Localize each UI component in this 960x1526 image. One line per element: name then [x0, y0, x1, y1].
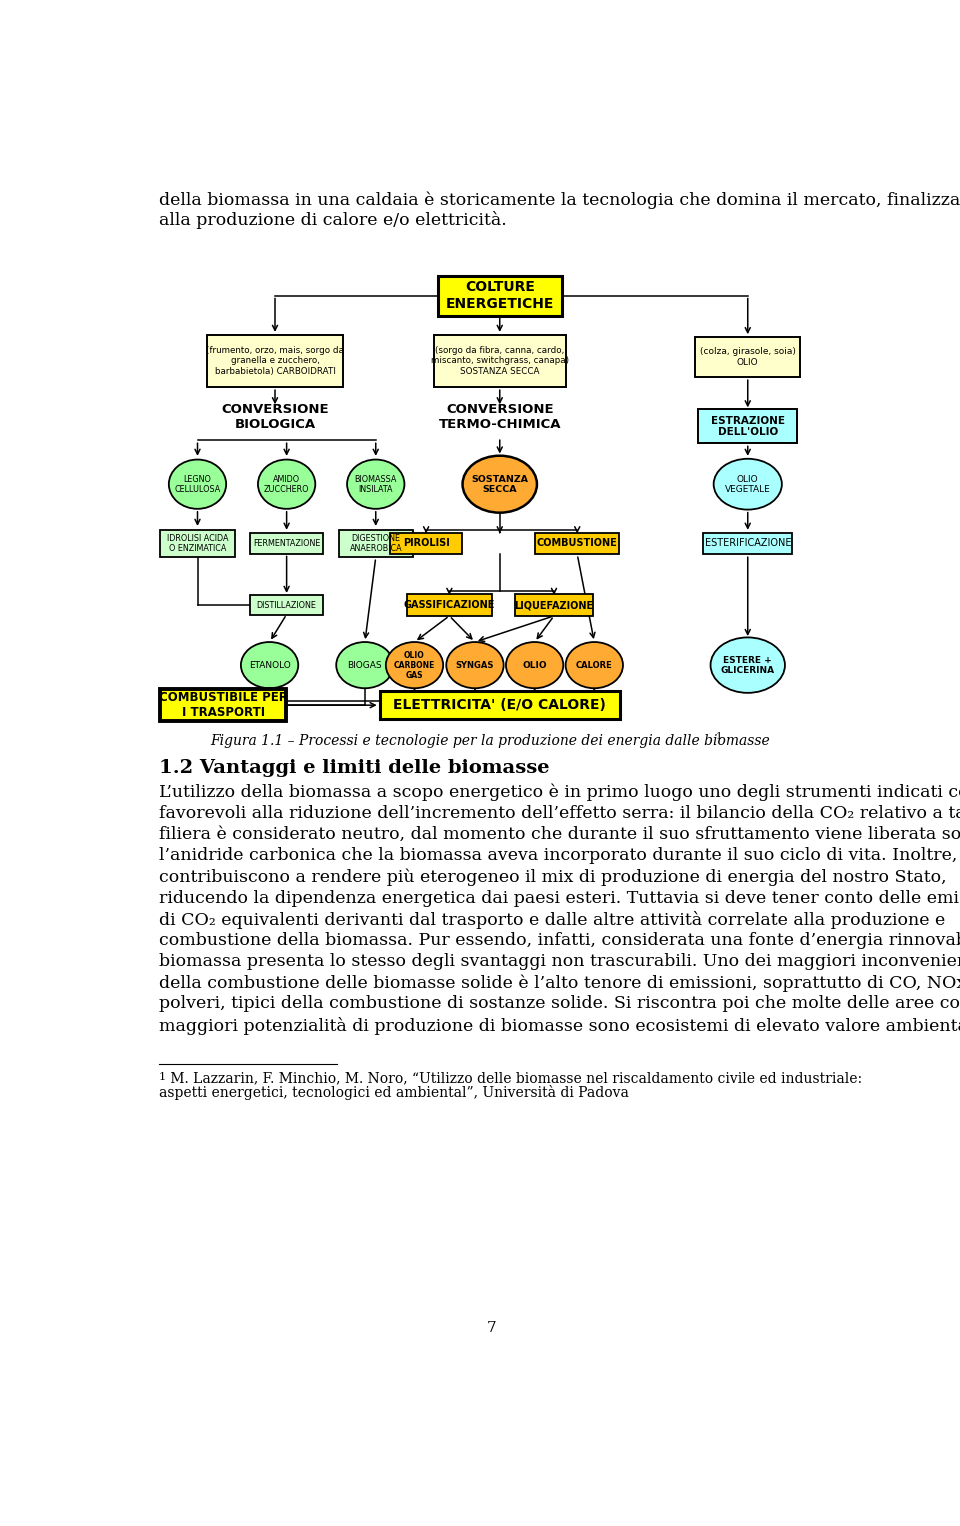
- Ellipse shape: [386, 642, 444, 688]
- Text: 7: 7: [487, 1322, 497, 1335]
- Text: ESTERIFICAZIONE: ESTERIFICAZIONE: [705, 539, 791, 548]
- Ellipse shape: [336, 642, 394, 688]
- Text: SOSTANZA
SECCA: SOSTANZA SECCA: [471, 475, 528, 494]
- FancyBboxPatch shape: [160, 690, 286, 722]
- Text: ELETTRICITA' (E/O CALORE): ELETTRICITA' (E/O CALORE): [394, 699, 606, 713]
- Text: contribuiscono a rendere più eterogeneo il mix di produzione di energia del nost: contribuiscono a rendere più eterogeneo …: [158, 868, 947, 887]
- Text: FERMENTAZIONE: FERMENTAZIONE: [252, 539, 321, 548]
- Text: 1: 1: [716, 732, 723, 742]
- Text: COLTURE
ENERGETICHE: COLTURE ENERGETICHE: [445, 281, 554, 311]
- Text: di CO₂ equivalenti derivanti dal trasporto e dalle altre attività correlate alla: di CO₂ equivalenti derivanti dal traspor…: [158, 911, 945, 929]
- Ellipse shape: [446, 642, 504, 688]
- Text: OLIO: OLIO: [522, 661, 547, 670]
- Text: OLIO
CARBONE
GAS: OLIO CARBONE GAS: [394, 650, 435, 679]
- Ellipse shape: [713, 459, 781, 510]
- Text: IDROLISI ACIDA
O ENZIMATICA: IDROLISI ACIDA O ENZIMATICA: [167, 534, 228, 554]
- FancyBboxPatch shape: [438, 276, 562, 316]
- Text: COMBUSTIBILE PER
I TRASPORTI: COMBUSTIBILE PER I TRASPORTI: [158, 691, 287, 719]
- Text: CONVERSIONE
BIOLOGICA: CONVERSIONE BIOLOGICA: [221, 403, 329, 432]
- Text: riducendo la dipendenza energetica dai paesi esteri. Tuttavia si deve tener cont: riducendo la dipendenza energetica dai p…: [158, 890, 960, 906]
- Text: Figura 1.1 – Processi e tecnologie per la produzione dei energia dalle biomasse: Figura 1.1 – Processi e tecnologie per l…: [210, 734, 774, 748]
- FancyBboxPatch shape: [698, 409, 798, 444]
- Ellipse shape: [506, 642, 564, 688]
- Ellipse shape: [258, 459, 315, 508]
- Text: DISTILLAZIONE: DISTILLAZIONE: [256, 601, 317, 609]
- Text: combustione della biomassa. Pur essendo, infatti, considerata una fonte d’energi: combustione della biomassa. Pur essendo,…: [158, 932, 960, 949]
- Text: ETANOLO: ETANOLO: [249, 661, 291, 670]
- FancyBboxPatch shape: [250, 595, 324, 615]
- Text: CONVERSIONE
TERMO-CHIMICA: CONVERSIONE TERMO-CHIMICA: [439, 403, 561, 432]
- Ellipse shape: [463, 456, 537, 513]
- Text: BIOGAS: BIOGAS: [348, 661, 382, 670]
- FancyBboxPatch shape: [339, 530, 413, 557]
- Text: filiera è considerato neutro, dal momento che durante il suo sfruttamento viene : filiera è considerato neutro, dal moment…: [158, 826, 960, 842]
- FancyBboxPatch shape: [434, 334, 565, 388]
- Text: favorevoli alla riduzione dell’incremento dell’effetto serra: il bilancio della : favorevoli alla riduzione dell’increment…: [158, 804, 960, 823]
- FancyBboxPatch shape: [536, 533, 619, 554]
- Ellipse shape: [710, 638, 785, 693]
- Text: OLIO
VEGETALE: OLIO VEGETALE: [725, 475, 771, 494]
- Ellipse shape: [565, 642, 623, 688]
- Text: l’anidride carbonica che la biomassa aveva incorporato durante il suo ciclo di v: l’anidride carbonica che la biomassa ave…: [158, 847, 960, 864]
- FancyBboxPatch shape: [695, 337, 800, 377]
- Text: della combustione delle biomasse solide è l’alto tenore di emissioni, soprattutt: della combustione delle biomasse solide …: [158, 974, 960, 992]
- FancyBboxPatch shape: [407, 594, 492, 617]
- Text: DIGESTIONE
ANAEROBICA: DIGESTIONE ANAEROBICA: [349, 534, 402, 554]
- Ellipse shape: [241, 642, 299, 688]
- Text: LIQUEFAZIONE: LIQUEFAZIONE: [515, 600, 593, 610]
- FancyBboxPatch shape: [516, 594, 592, 617]
- Text: aspetti energetici, tecnologici ed ambiental”, Università di Padova: aspetti energetici, tecnologici ed ambie…: [158, 1085, 629, 1100]
- FancyBboxPatch shape: [391, 533, 462, 554]
- Text: M. Lazzarin, F. Minchio, M. Noro, “Utilizzo delle biomasse nel riscaldamento civ: M. Lazzarin, F. Minchio, M. Noro, “Utili…: [166, 1071, 862, 1085]
- Text: LEGNO
CELLULOSA: LEGNO CELLULOSA: [175, 475, 221, 494]
- Text: GASSIFICAZIONE: GASSIFICAZIONE: [404, 600, 495, 610]
- Text: polveri, tipici della combustione di sostanze solide. Si riscontra poi che molte: polveri, tipici della combustione di sos…: [158, 995, 960, 1012]
- Text: AMIDO
ZUCCHERO: AMIDO ZUCCHERO: [264, 475, 309, 494]
- FancyBboxPatch shape: [703, 533, 792, 554]
- Text: PIROLISI: PIROLISI: [403, 539, 449, 548]
- Ellipse shape: [169, 459, 227, 508]
- FancyBboxPatch shape: [160, 530, 234, 557]
- Text: 1.2 Vantaggi e limiti delle biomasse: 1.2 Vantaggi e limiti delle biomasse: [158, 758, 549, 777]
- Text: della biomassa in una caldaia è storicamente la tecnologia che domina il mercato: della biomassa in una caldaia è storicam…: [158, 192, 960, 209]
- FancyBboxPatch shape: [207, 334, 343, 388]
- Text: (colza, girasole, soia)
OLIO: (colza, girasole, soia) OLIO: [700, 348, 796, 366]
- Text: COMBUSTIONE: COMBUSTIONE: [537, 539, 617, 548]
- Text: alla produzione di calore e/o elettricità.: alla produzione di calore e/o elettricit…: [158, 211, 507, 229]
- Text: SYNGAS: SYNGAS: [456, 661, 494, 670]
- Text: (sorgo da fibra, canna, cardo,
miscanto, switchgrass, canapa)
SOSTANZA SECCA: (sorgo da fibra, canna, cardo, miscanto,…: [431, 346, 569, 375]
- Ellipse shape: [348, 459, 404, 508]
- Text: BIOMASSA
INSILATA: BIOMASSA INSILATA: [354, 475, 396, 494]
- Text: 1: 1: [158, 1071, 166, 1082]
- Text: CALORE: CALORE: [576, 661, 612, 670]
- Text: (frumento, orzo, mais, sorgo da
granella e zucchero,
barbabietola) CARBOIDRATI: (frumento, orzo, mais, sorgo da granella…: [206, 346, 344, 375]
- Text: biomassa presenta lo stesso degli svantaggi non trascurabili. Uno dei maggiori i: biomassa presenta lo stesso degli svanta…: [158, 954, 960, 971]
- Text: ESTRAZIONE
DELL'OLIO: ESTRAZIONE DELL'OLIO: [710, 415, 784, 438]
- Text: ESTERE +
GLICERINA: ESTERE + GLICERINA: [721, 656, 775, 674]
- Text: L’utilizzo della biomassa a scopo energetico è in primo luogo uno degli strument: L’utilizzo della biomassa a scopo energe…: [158, 784, 960, 801]
- Text: maggiori potenzialità di produzione di biomasse sono ecosistemi di elevato valor: maggiori potenzialità di produzione di b…: [158, 1016, 960, 1035]
- FancyBboxPatch shape: [379, 691, 620, 719]
- FancyBboxPatch shape: [250, 533, 324, 554]
